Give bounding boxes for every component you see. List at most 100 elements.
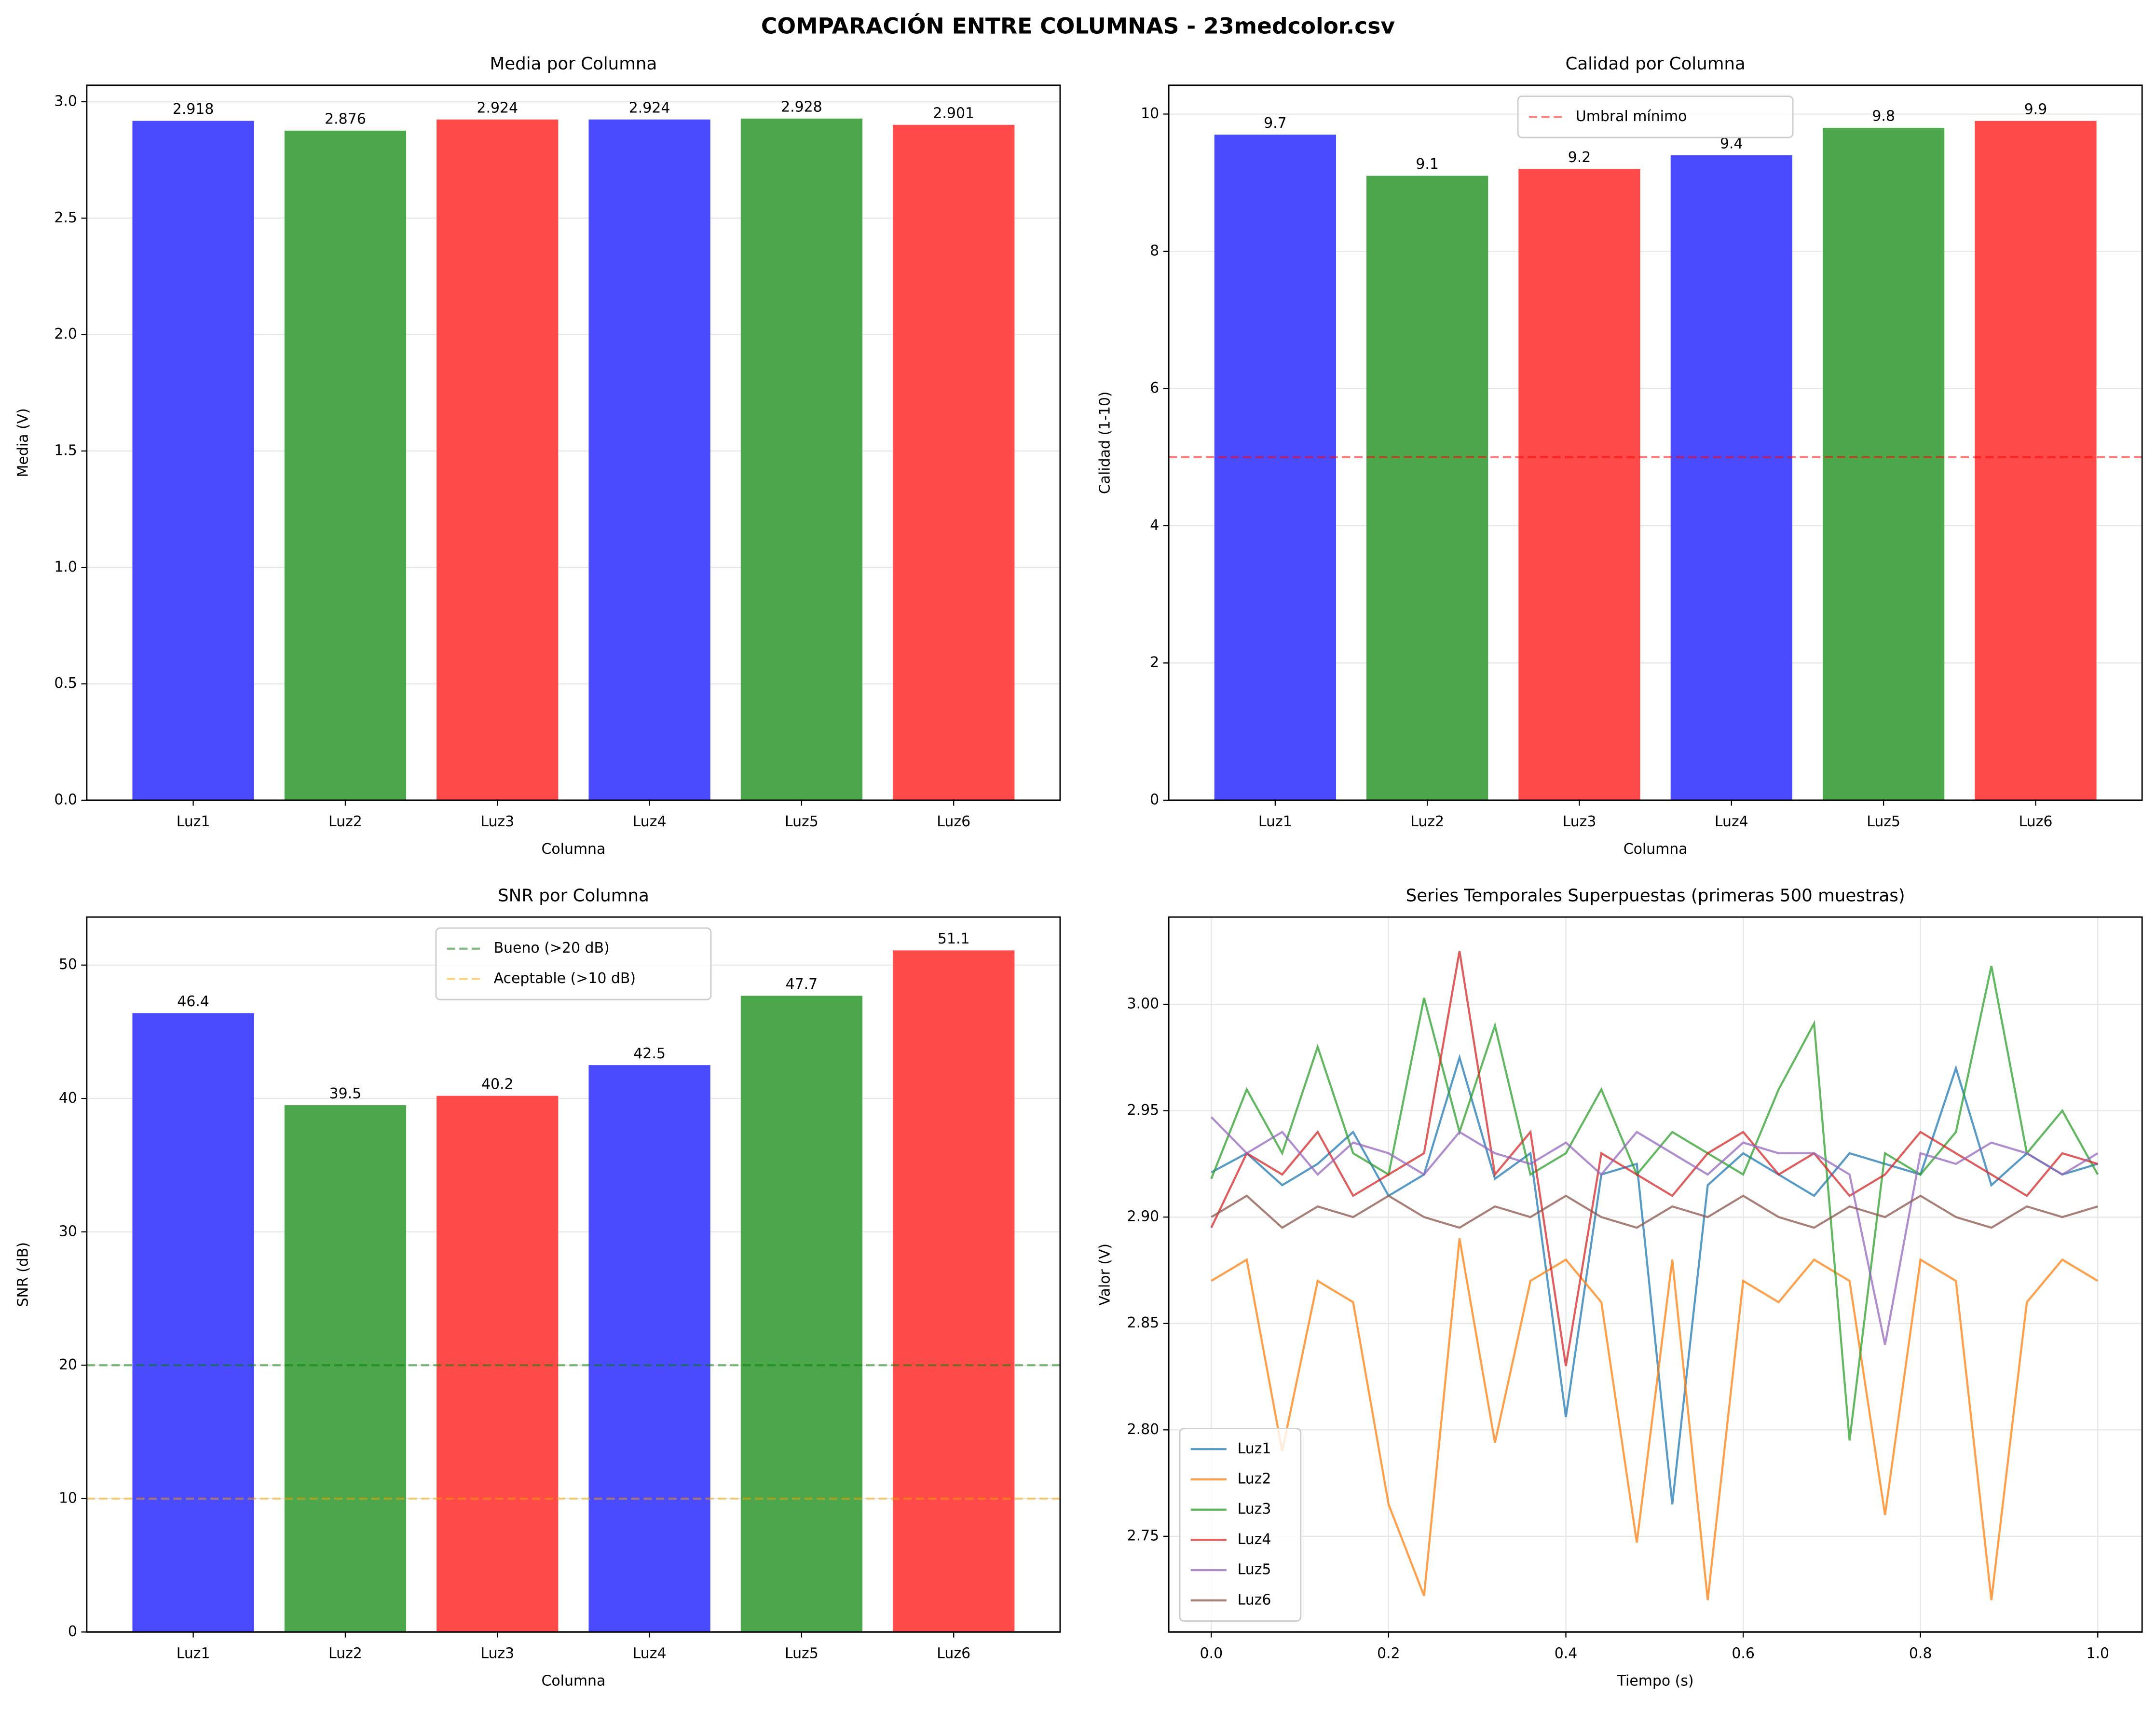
y-tick-label: 2.5 (54, 209, 77, 226)
series-line (1210, 1116, 2099, 1345)
legend-label: Luz2 (1238, 1470, 1271, 1487)
y-tick-label: 30 (59, 1223, 77, 1240)
legend-label: Luz3 (1238, 1501, 1271, 1518)
y-tick-label: 1.5 (54, 442, 77, 459)
y-tick-label: 10 (1141, 105, 1159, 122)
x-tick-label: Luz5 (1867, 813, 1900, 830)
bar-value-label: 2.901 (933, 105, 974, 122)
series-line (1210, 966, 2099, 1441)
bar (1366, 176, 1488, 800)
y-tick-label: 2 (1150, 654, 1159, 671)
x-tick-label: Luz4 (633, 813, 667, 830)
axes-frame (1168, 916, 2143, 1633)
y-tick-label: 0.0 (54, 791, 77, 808)
legend-label: Luz4 (1238, 1531, 1271, 1548)
x-tick-label: 0.8 (1909, 1645, 1932, 1662)
legend-label: Luz5 (1238, 1561, 1271, 1578)
x-axis-label: Tiempo (s) (1617, 1672, 1694, 1689)
x-tick-label: Luz3 (480, 1645, 514, 1662)
bar-value-label: 42.5 (633, 1045, 666, 1062)
x-tick-label: 0.2 (1377, 1645, 1400, 1662)
bar (1518, 169, 1640, 800)
bar (437, 1095, 559, 1632)
series-line (1211, 1194, 2098, 1229)
y-axis-label: SNR (dB) (14, 1242, 31, 1307)
bar-value-label: 2.918 (173, 101, 214, 118)
x-tick-label: Luz1 (177, 1645, 210, 1662)
x-tick-label: Luz3 (480, 813, 514, 830)
subplot: 2.75 2.80 2.85 2.90 2.95 3.00 0.0 0.2 0.4 0.6 0.8 1… (1097, 886, 2143, 1689)
x-tick-label: Luz3 (1563, 813, 1597, 830)
x-tick-label: 0.6 (1732, 1645, 1755, 1662)
subplot: 0 10 20 30 40 50 46.4 Luz1 39.5 Luz2 40.2 Luz3 42.5 L… (14, 886, 1061, 1689)
subplot-title: Media por Columna (490, 54, 657, 74)
bar-value-label: 9.1 (1416, 156, 1439, 173)
x-axis-label: Columna (541, 841, 605, 858)
series-line (1211, 1238, 2099, 1600)
x-tick-label: 1.0 (2087, 1645, 2110, 1662)
legend-label: Bueno (>20 dB) (494, 940, 610, 957)
bar (1975, 121, 2097, 800)
x-tick-label: Luz4 (1715, 813, 1748, 830)
y-tick-label: 10 (59, 1490, 77, 1506)
bar (740, 118, 863, 800)
legend: Bueno (>20 dB) Aceptable (>10 dB) (435, 927, 712, 1000)
y-tick-label: 2.75 (1127, 1527, 1160, 1544)
y-axis-label: Calidad (1-10) (1097, 391, 1114, 494)
y-tick-label: 0 (68, 1623, 77, 1640)
y-tick-label: 2.95 (1127, 1102, 1160, 1119)
legend: Luz1 Luz2 Luz3 Luz4 Luz5 Luz6 (1179, 1428, 1302, 1622)
bar-value-label: 46.4 (177, 993, 209, 1010)
x-tick-label: Luz5 (785, 1645, 819, 1662)
y-tick-label: 2.80 (1127, 1421, 1160, 1438)
bar (437, 119, 559, 800)
bar-value-label: 9.8 (1872, 108, 1895, 125)
x-tick-label: Luz1 (1258, 813, 1292, 830)
x-tick-label: 0.0 (1200, 1645, 1223, 1662)
bar-value-label: 2.924 (477, 99, 518, 116)
bar (284, 1105, 407, 1632)
legend-label: Luz6 (1238, 1591, 1271, 1608)
bar-value-label: 9.2 (1568, 149, 1591, 166)
bar-value-label: 2.924 (629, 99, 670, 116)
y-tick-label: 50 (59, 956, 77, 973)
y-tick-label: 6 (1150, 380, 1159, 396)
figure-title: COMPARACIÓN ENTRE COLUMNAS - 23medcolor.… (761, 13, 1395, 39)
subplot: 0.0 0.5 1.0 1.5 2.0 2.5 3.0 2.918 Luz1 2.876 Luz2 2… (14, 54, 1061, 858)
axes-frame (86, 84, 1061, 801)
bar (132, 121, 254, 800)
subplot-title: Series Temporales Superpuestas (primeras… (1406, 886, 1905, 905)
y-tick-label: 20 (59, 1356, 77, 1373)
bar (740, 996, 863, 1632)
bar-value-label: 9.9 (2024, 101, 2047, 118)
x-tick-label: Luz2 (1410, 813, 1444, 830)
x-tick-label: Luz1 (177, 813, 210, 830)
x-tick-label: Luz4 (633, 1645, 667, 1662)
x-axis-label: Columna (541, 1672, 605, 1689)
y-tick-label: 2.90 (1127, 1208, 1160, 1225)
legend-label: Luz1 (1238, 1440, 1271, 1457)
legend: Umbral mínimo (1517, 96, 1794, 138)
x-tick-label: Luz5 (785, 813, 819, 830)
bar (588, 1065, 710, 1632)
x-tick-label: Luz6 (2019, 813, 2053, 830)
bar (132, 1013, 254, 1632)
series-line (1210, 951, 2098, 1367)
legend-box (435, 927, 712, 1000)
y-axis-label: Valor (V) (1097, 1244, 1114, 1306)
y-tick-label: 1.0 (54, 559, 77, 575)
x-tick-label: 0.4 (1555, 1645, 1578, 1662)
y-tick-label: 8 (1150, 242, 1159, 259)
y-tick-label: 0 (1150, 791, 1159, 808)
y-axis-label: Media (V) (14, 408, 31, 477)
y-tick-label: 2.85 (1127, 1314, 1160, 1331)
x-tick-label: Luz6 (937, 813, 970, 830)
y-tick-label: 2.0 (54, 326, 77, 342)
series-line (1211, 1053, 2098, 1504)
bar-value-label: 47.7 (786, 976, 818, 993)
x-tick-label: Luz6 (937, 1645, 970, 1662)
axes-frame (86, 916, 1061, 1633)
legend-box (1517, 96, 1794, 138)
